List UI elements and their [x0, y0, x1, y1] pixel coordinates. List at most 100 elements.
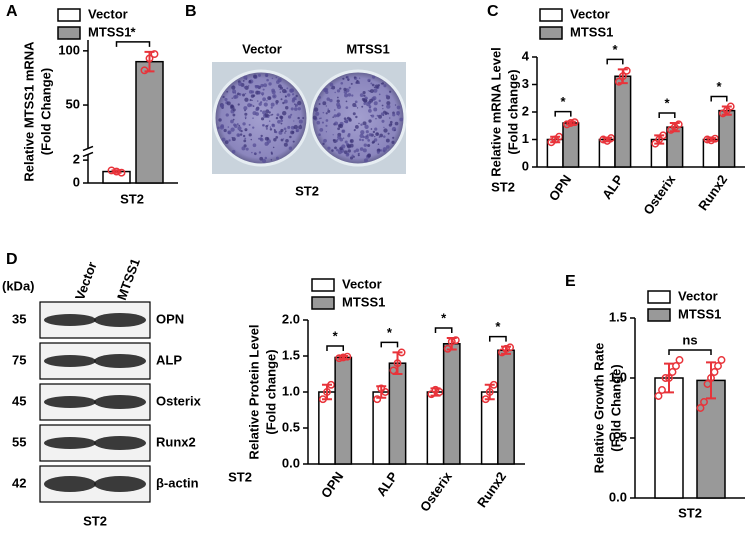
stain-spot	[327, 109, 331, 113]
stain-spot	[238, 81, 243, 87]
stain-spot	[353, 150, 357, 153]
stain-spot	[251, 90, 255, 94]
significance-label: *	[560, 94, 566, 109]
stain-spot	[271, 113, 274, 116]
stain-spot	[361, 138, 364, 142]
stain-spot	[370, 128, 373, 130]
stain-spot	[357, 153, 360, 155]
stain-spot	[258, 151, 262, 154]
stain-spot	[336, 148, 339, 152]
data-point	[700, 398, 708, 406]
stain-spot	[237, 126, 242, 131]
data-point	[112, 167, 121, 176]
stain-spot	[289, 135, 292, 139]
bar	[388, 362, 407, 465]
stain-spot	[378, 136, 381, 138]
photo-column-label: MTSS1	[346, 41, 389, 56]
error-bar	[501, 345, 512, 355]
stain-spot	[353, 76, 357, 79]
stain-spot	[368, 80, 370, 82]
stain-spot	[242, 122, 246, 126]
stain-spot	[289, 88, 294, 93]
blot-protein: β-actin	[156, 475, 199, 490]
stain-spot	[397, 114, 400, 116]
x-axis-label: ST2	[120, 191, 144, 206]
stain-spot	[233, 124, 238, 128]
stain-spot	[345, 76, 348, 79]
stain-spot	[269, 126, 272, 128]
legend-label: MTSS1	[88, 24, 131, 39]
stain-spot	[336, 104, 342, 110]
y-tick-label: 1.0	[282, 383, 300, 398]
stain-spot	[260, 138, 264, 142]
stain-spot	[279, 115, 283, 119]
stain-spot	[368, 109, 372, 113]
stain-spot	[336, 138, 339, 141]
stain-spot	[225, 113, 229, 117]
y-tick-label: 0.5	[609, 429, 627, 444]
stain-spot	[344, 93, 349, 98]
stain-spot	[283, 127, 287, 131]
stain-spot	[226, 90, 229, 93]
stain-spot	[290, 113, 293, 116]
stain-spot	[280, 128, 284, 132]
stain-spot	[231, 85, 236, 90]
stain-spot	[260, 134, 263, 138]
stain-spot	[377, 84, 381, 87]
data-point	[696, 404, 705, 412]
stain-spot	[347, 118, 350, 120]
y-axis-label: (Fold change)	[505, 69, 520, 154]
stain-spot	[262, 124, 265, 127]
stain-spot	[292, 97, 296, 101]
stain-spot	[388, 123, 392, 127]
error-bar	[664, 362, 674, 394]
significance-bracket	[434, 327, 453, 333]
stain-spot	[337, 150, 343, 155]
y-axis-label: Relative mRNA Level	[488, 47, 503, 177]
significance-label: ns	[682, 332, 697, 347]
stain-spot	[287, 115, 292, 119]
stain-spot	[252, 111, 257, 116]
axis-break	[82, 145, 94, 152]
stain-spot	[349, 156, 354, 160]
panel-label: B	[185, 3, 197, 20]
error-bar	[338, 355, 349, 360]
stain-spot	[270, 102, 275, 107]
stain-spot	[391, 140, 395, 144]
stain-spot	[260, 117, 265, 121]
stain-spot	[383, 110, 387, 114]
stain-spot	[259, 109, 263, 112]
stain-spot	[375, 132, 380, 137]
stain-spot	[251, 151, 253, 154]
stain-spot	[273, 128, 276, 131]
stain-spot	[343, 87, 347, 92]
stain-spot	[219, 125, 225, 130]
stain-spot	[363, 94, 366, 97]
stain-spot	[378, 93, 381, 96]
stain-spot	[367, 143, 371, 148]
stain-spot	[354, 100, 358, 104]
stain-spot	[383, 151, 386, 153]
stain-spot	[271, 123, 275, 127]
stain-spot	[352, 112, 356, 116]
stain-spot	[337, 112, 341, 117]
stain-spot	[367, 139, 371, 142]
stain-spot	[333, 109, 336, 111]
stain-spot	[332, 116, 334, 118]
stain-spot	[282, 110, 287, 116]
stain-spot	[365, 101, 371, 107]
x-tick-label: ST2	[678, 505, 702, 520]
stain-spot	[319, 117, 321, 120]
stain-spot	[374, 127, 378, 131]
bar	[614, 75, 632, 168]
stain-spot	[244, 92, 247, 95]
stain-spot	[356, 107, 359, 109]
stain-spot	[363, 158, 368, 163]
stain-spot	[267, 124, 269, 126]
stain-spot	[292, 140, 295, 143]
stain-spot	[389, 120, 393, 124]
legend-swatch	[57, 8, 81, 22]
stain-spot	[290, 107, 294, 111]
stain-spot	[245, 129, 247, 131]
stain-spot	[387, 132, 390, 135]
